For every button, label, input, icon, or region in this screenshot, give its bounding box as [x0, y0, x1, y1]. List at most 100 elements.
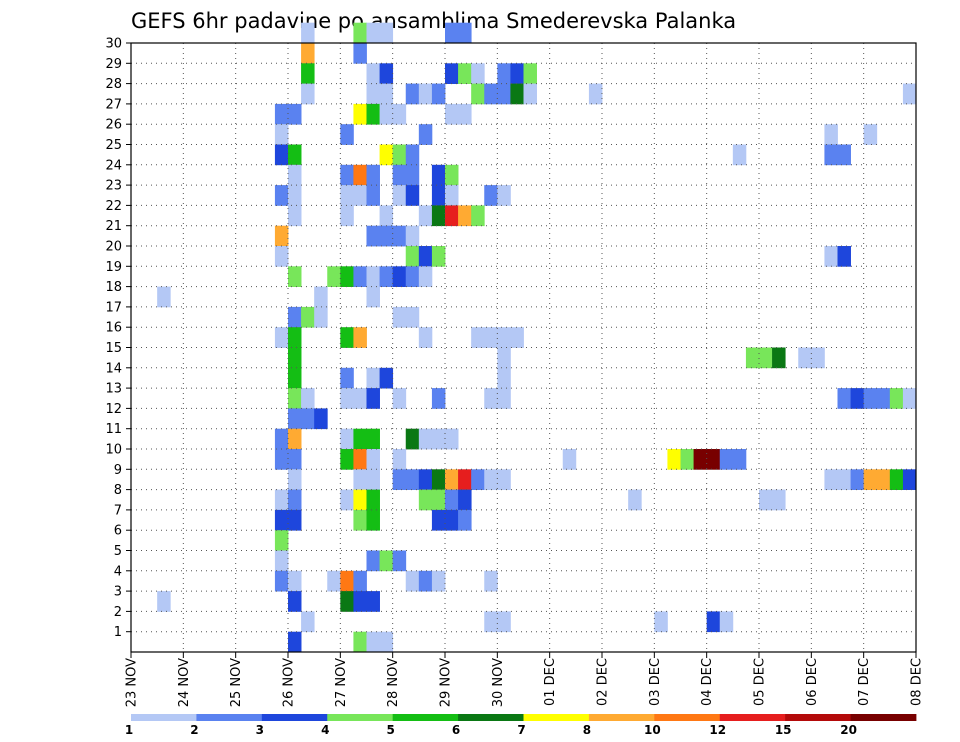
heatmap-cell: [366, 591, 380, 612]
heatmap-cell: [484, 469, 498, 490]
heatmap-cell: [353, 388, 367, 409]
heatmap-cell: [484, 185, 498, 206]
colorbar-segment: [458, 714, 524, 721]
y-tick-label: 2: [114, 605, 122, 620]
heatmap-cell: [353, 591, 367, 612]
heatmap-cell: [392, 469, 407, 490]
colorbar-label: 5: [386, 723, 394, 737]
heatmap-cell: [288, 489, 302, 511]
heatmap-cell: [431, 570, 446, 592]
colorbar-segment: [588, 714, 655, 721]
heatmap-cell: [379, 205, 394, 227]
x-tick-label: 05 DEC: [753, 658, 768, 706]
heatmap-cell: [824, 246, 838, 267]
heatmap-cell: [288, 185, 302, 206]
heatmap-cell: [431, 83, 446, 105]
x-tick-label: 23 NOV: [125, 658, 140, 707]
y-tick-label: 12: [105, 402, 122, 417]
heatmap-cell: [274, 185, 289, 206]
heatmap-cell: [497, 63, 511, 84]
x-tick-label: 08 DEC: [910, 658, 925, 706]
heatmap-cell: [431, 428, 446, 450]
heatmap-cell: [301, 43, 315, 64]
x-tick-label: 29 NOV: [439, 658, 454, 707]
heatmap-cell: [471, 83, 485, 105]
y-tick-label: 21: [105, 219, 122, 234]
heatmap-cell: [366, 22, 380, 44]
colorbar-label: 8: [583, 723, 591, 737]
heatmap-cell: [445, 185, 459, 206]
heatmap-cell: [157, 591, 171, 612]
x-tick-label: 26 NOV: [282, 658, 297, 707]
heatmap-cell: [288, 144, 302, 166]
y-tick-label: 15: [105, 341, 122, 356]
colorbar-segment: [392, 714, 459, 721]
y-tick-label: 5: [114, 544, 122, 559]
heatmap-cell: [876, 388, 891, 409]
heatmap-cell: [379, 103, 394, 125]
x-tick-label: 27 NOV: [334, 658, 349, 707]
y-tick-label: 25: [105, 138, 122, 153]
heatmap-cell: [654, 611, 668, 633]
heatmap-cell: [458, 469, 472, 490]
heatmap-cell: [876, 469, 891, 490]
heatmap-cell: [379, 63, 394, 84]
heatmap-cell: [366, 164, 380, 186]
y-tick-label: 10: [105, 443, 122, 458]
x-tick-label: 07 DEC: [857, 658, 872, 706]
heatmap-cell: [288, 367, 302, 389]
heatmap-cell: [445, 103, 459, 125]
heatmap-cell: [274, 509, 289, 531]
heatmap-cell: [379, 550, 394, 572]
heatmap-cell: [484, 327, 498, 348]
heatmap-cell: [353, 428, 367, 450]
heatmap-cell: [706, 611, 721, 633]
y-tick-label: 6: [114, 524, 122, 539]
y-tick-label: 22: [105, 199, 122, 214]
heatmap-cell: [379, 22, 394, 44]
heatmap-cell: [392, 225, 407, 247]
heatmap-cell: [772, 489, 786, 511]
heatmap-cell: [379, 266, 394, 287]
colorbar-label: 20: [840, 723, 857, 737]
colorbar-segment: [850, 714, 917, 721]
heatmap-cell: [458, 63, 472, 84]
y-tick-label: 20: [105, 240, 122, 255]
heatmap-cell: [759, 489, 773, 511]
y-tick-label: 30: [105, 37, 122, 52]
heatmap-cell: [366, 428, 380, 450]
heatmap-cell: [301, 388, 315, 409]
heatmap-cell: [863, 469, 878, 490]
colorbar-segment: [196, 714, 263, 721]
heatmap-cell: [392, 185, 407, 206]
heatmap-cell: [863, 388, 878, 409]
heatmap-cell: [353, 449, 367, 470]
heatmap-cell: [353, 509, 367, 531]
heatmap-cell: [418, 83, 433, 105]
heatmap-cell: [405, 266, 420, 287]
colorbar-label: 15: [775, 723, 792, 737]
heatmap-cell: [274, 489, 289, 511]
heatmap-cell: [889, 469, 904, 490]
heatmap-cell: [628, 489, 642, 511]
colorbar-label: 7: [517, 723, 525, 737]
heatmap-cell: [431, 185, 446, 206]
heatmap-cell: [824, 124, 838, 145]
heatmap-cell: [497, 347, 511, 369]
heatmap-cell: [850, 469, 865, 490]
heatmap-cell: [418, 428, 433, 450]
y-tick-label: 3: [114, 585, 122, 600]
heatmap-cell: [353, 469, 367, 490]
heatmap-cell: [392, 103, 407, 125]
heatmap-cell: [562, 449, 577, 470]
heatmap-cell: [379, 367, 394, 389]
heatmap-cell: [418, 469, 433, 490]
heatmap-cell: [484, 83, 498, 105]
heatmap-cell: [288, 164, 302, 186]
heatmap-cell: [418, 570, 433, 592]
heatmap-cell: [445, 509, 459, 531]
heatmap-cell: [288, 469, 302, 490]
heatmap-cell: [340, 327, 354, 348]
heatmap-cell: [288, 449, 302, 470]
